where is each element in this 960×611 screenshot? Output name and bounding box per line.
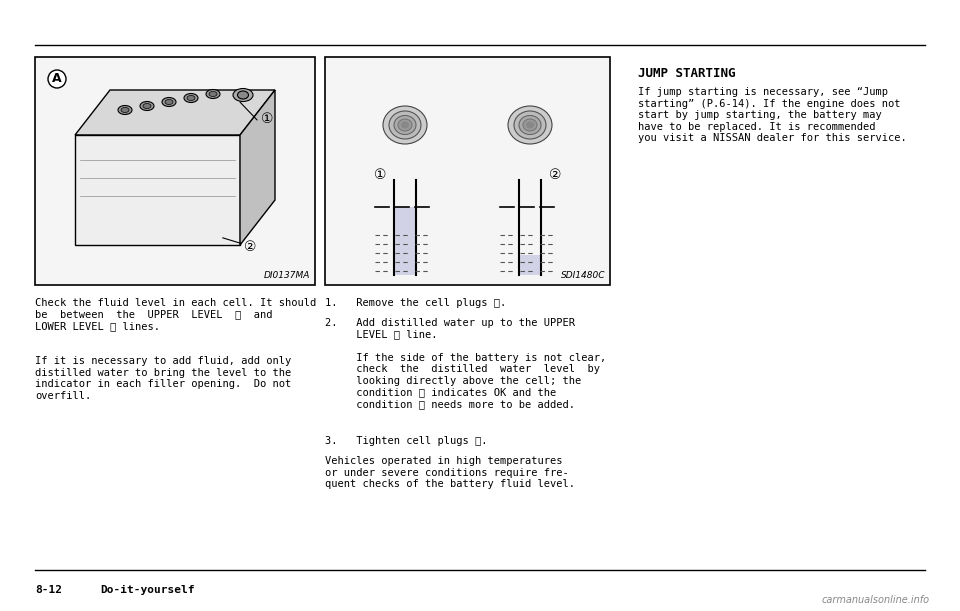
Ellipse shape — [118, 106, 132, 114]
Ellipse shape — [237, 91, 249, 99]
Ellipse shape — [401, 122, 409, 128]
Text: ①: ① — [373, 168, 386, 182]
Text: carmanualsonline.info: carmanualsonline.info — [822, 595, 930, 605]
Ellipse shape — [398, 119, 412, 131]
Text: Vehicles operated in high temperatures
or under severe conditions require fre-
q: Vehicles operated in high temperatures o… — [325, 456, 575, 489]
Text: Do-it-yourself: Do-it-yourself — [100, 585, 195, 595]
Text: SDI1480C: SDI1480C — [561, 271, 605, 280]
Ellipse shape — [526, 122, 534, 128]
Bar — [520, 255, 540, 275]
Bar — [325, 57, 610, 285]
Text: ②: ② — [244, 240, 256, 254]
Text: 8-12: 8-12 — [35, 585, 62, 595]
Ellipse shape — [184, 93, 198, 103]
Ellipse shape — [233, 89, 253, 101]
Ellipse shape — [209, 92, 217, 97]
Ellipse shape — [394, 115, 416, 134]
Ellipse shape — [514, 111, 546, 139]
Ellipse shape — [121, 108, 129, 112]
Ellipse shape — [389, 111, 421, 139]
Ellipse shape — [523, 119, 537, 131]
Text: 1.   Remove the cell plugs Ⓐ.: 1. Remove the cell plugs Ⓐ. — [325, 298, 506, 308]
Polygon shape — [75, 135, 240, 245]
Polygon shape — [75, 90, 275, 135]
Text: JUMP STARTING: JUMP STARTING — [638, 67, 735, 80]
Ellipse shape — [162, 98, 176, 106]
Ellipse shape — [143, 103, 151, 109]
Text: ①: ① — [261, 112, 274, 126]
Text: A: A — [52, 73, 61, 86]
Ellipse shape — [165, 100, 173, 104]
Bar — [35, 57, 315, 285]
Text: If jump starting is necessary, see “Jump
starting” (P.6-14). If the engine does : If jump starting is necessary, see “Jump… — [638, 87, 907, 144]
Ellipse shape — [383, 106, 427, 144]
Bar — [395, 207, 415, 275]
Text: DI0137MA: DI0137MA — [264, 271, 310, 280]
Ellipse shape — [187, 95, 195, 100]
Ellipse shape — [519, 115, 541, 134]
Ellipse shape — [508, 106, 552, 144]
Polygon shape — [240, 90, 275, 245]
Text: 3.   Tighten cell plugs Ⓐ.: 3. Tighten cell plugs Ⓐ. — [325, 436, 488, 446]
Text: Check the fluid level in each cell. It should
be  between  the  UPPER  LEVEL  ⓐ : Check the fluid level in each cell. It s… — [35, 298, 316, 331]
Ellipse shape — [206, 89, 220, 98]
Ellipse shape — [140, 101, 154, 111]
Text: 2.   Add distilled water up to the UPPER
     LEVEL ⓐ line.

     If the side of: 2. Add distilled water up to the UPPER L… — [325, 318, 607, 409]
Text: ②: ② — [549, 168, 562, 182]
Text: If it is necessary to add fluid, add only
distilled water to bring the level to : If it is necessary to add fluid, add onl… — [35, 356, 291, 401]
